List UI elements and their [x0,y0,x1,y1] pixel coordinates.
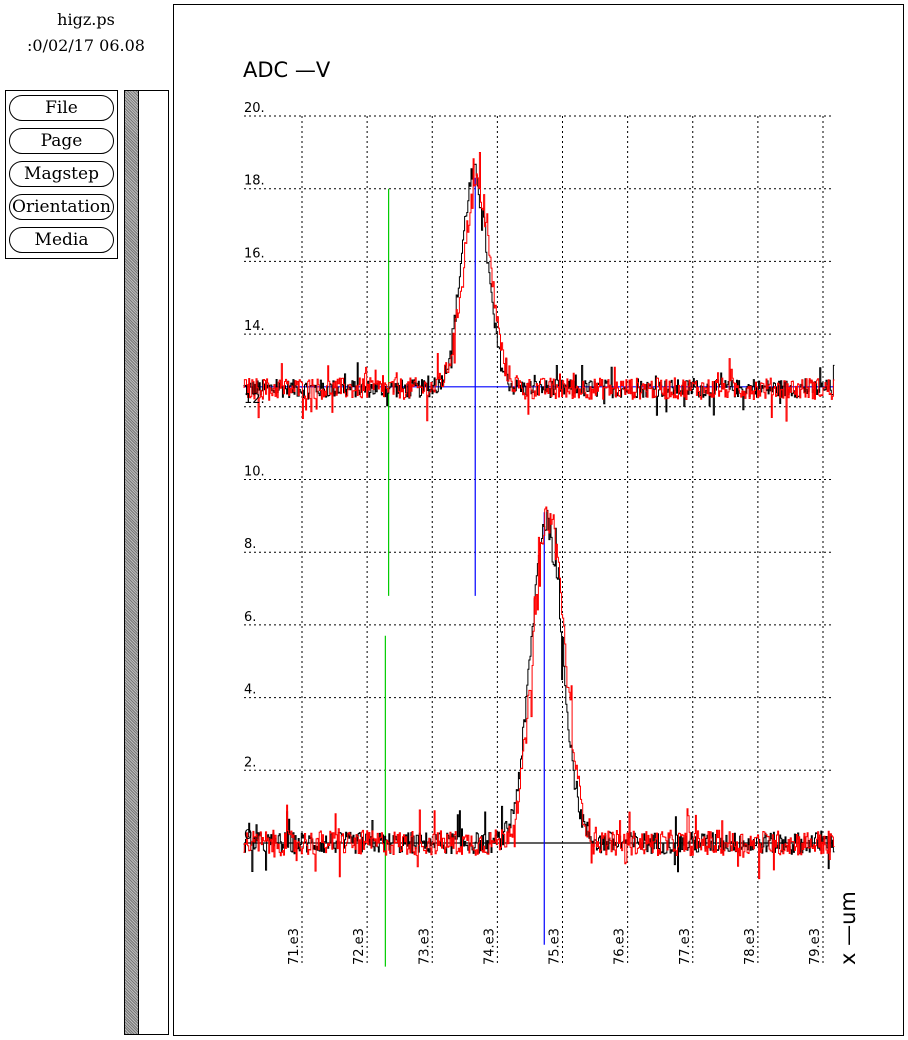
y-tick-label: 16. [244,246,265,261]
trace-lower-red [243,506,835,880]
file-button[interactable]: File [9,95,114,121]
y-tick-label: 10. [244,465,265,480]
y-tick-label: 8. [244,537,256,552]
x-tick-label: 77.e3 [678,928,693,965]
trace-upper-red [243,152,835,422]
x-tick-label: 75.e3 [548,928,563,965]
datetime-label: :0/02/17 06.08 [27,36,145,55]
x-tick-label: 76.e3 [613,928,628,965]
page-list-panel[interactable] [138,90,169,1035]
y-tick-label: 4. [244,683,256,698]
page-button[interactable]: Page [9,128,114,154]
traces [243,152,835,880]
chart-title: ADC —V [243,58,331,82]
menu-panel: File Page Magstep Orientation Media [5,90,118,259]
orientation-button[interactable]: Orientation [9,194,114,220]
y-tick-label: 6. [244,610,256,625]
y-tick-label: 14. [244,319,265,334]
document-page [173,4,904,1036]
y-tick-label: 18. [244,174,265,189]
grid [244,115,833,965]
x-axis-label: x —um [836,891,860,965]
magstep-button[interactable]: Magstep [9,161,114,187]
media-button[interactable]: Media [9,227,114,253]
filename-label: higz.ps [57,10,115,29]
y-tick-label: 2. [244,755,256,770]
y-tick-label: 0. [244,828,256,843]
y-tick-label: 12. [244,392,265,407]
x-tick-label: 79.e3 [808,928,823,965]
vertical-scrollbar[interactable] [124,90,139,1035]
x-tick-label: 74.e3 [482,928,497,965]
x-tick-label: 73.e3 [417,928,432,965]
x-tick-label: 71.e3 [287,928,302,965]
tick-labels: 0. 2. 4. 6. 8. 10. 12. 14. 16. 18. 20. 71.e3 72.e3 73… [244,101,823,965]
x-tick-label: 78.e3 [743,928,758,965]
trace-lower-black [243,509,835,873]
trace-upper-black [243,163,835,416]
y-tick-label: 20. [244,101,265,116]
x-tick-label: 72.e3 [352,928,367,965]
